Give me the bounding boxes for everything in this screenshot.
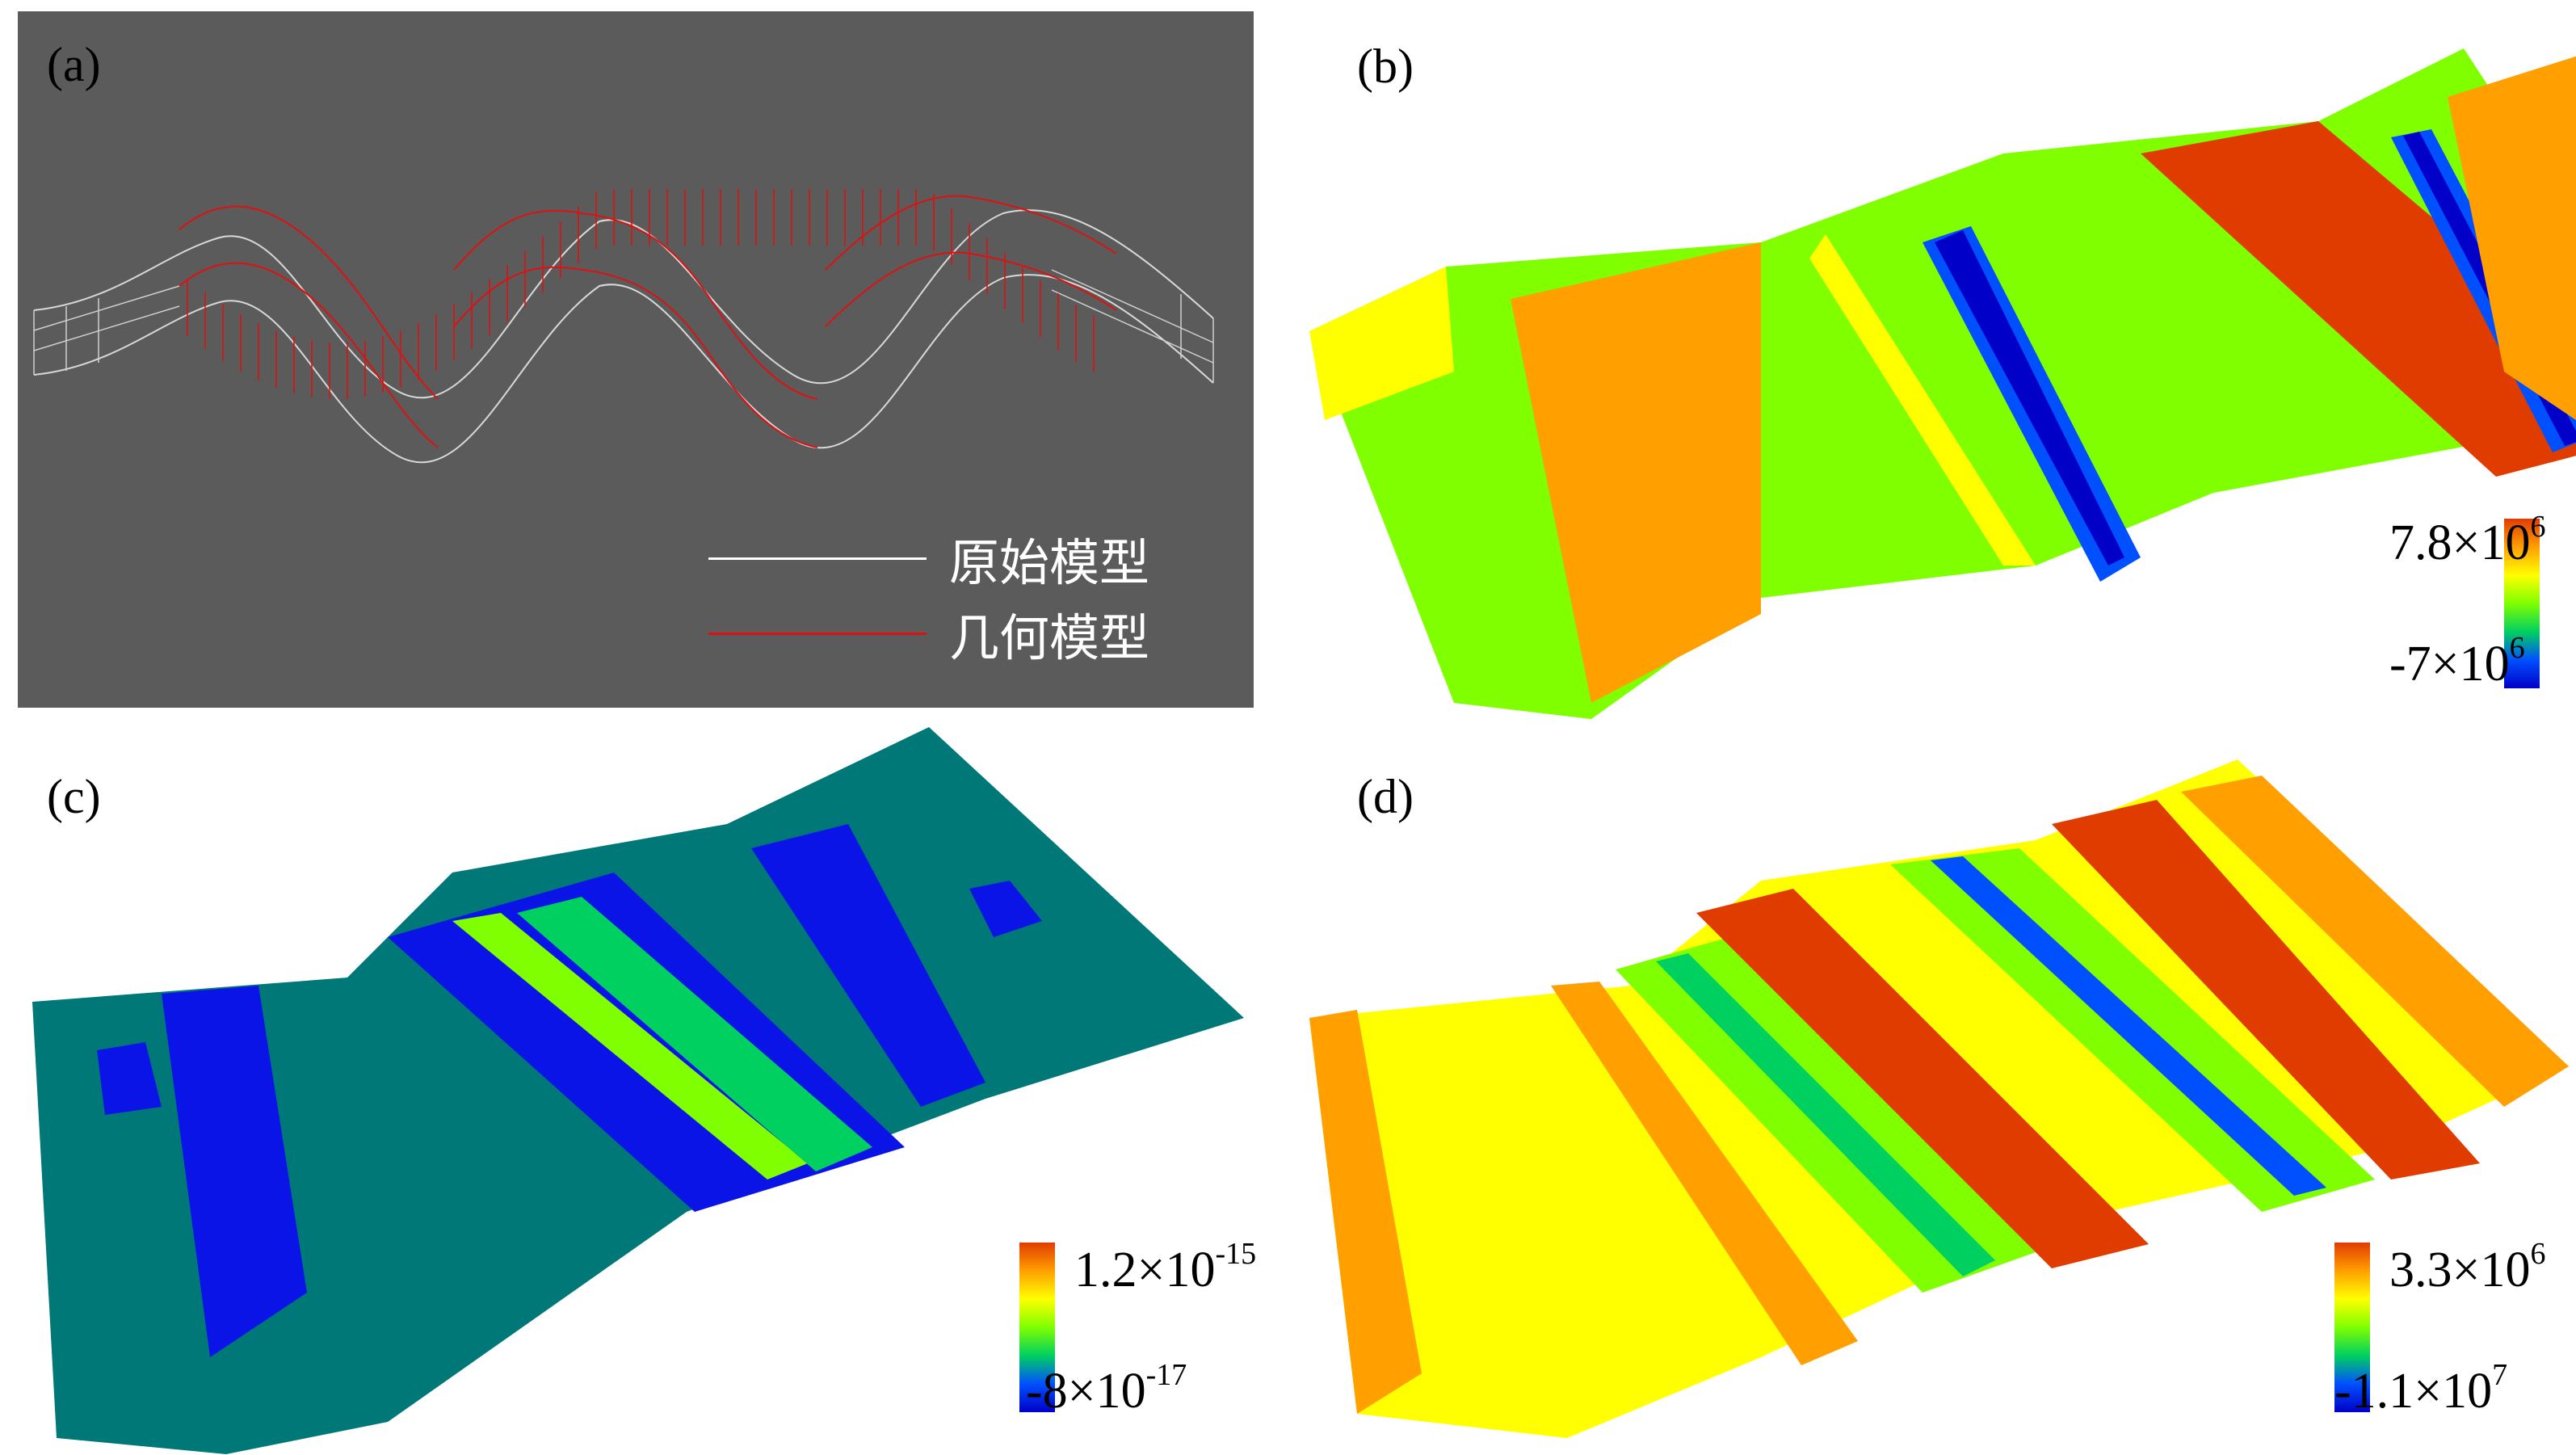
- legend-white-line: [708, 557, 927, 560]
- panel-a-wireframe: (a) 原始模型 几何模型: [18, 11, 1254, 708]
- contour-map-b: [1309, 48, 2576, 719]
- panel-d-contour: (d): [1309, 727, 2576, 1455]
- colorbar-d-max-value: 3.3×10: [2389, 1243, 2531, 1297]
- colorbar-d-min: -1.1×107: [2334, 1357, 2507, 1420]
- colorbar-b: [2504, 519, 2540, 688]
- colorbar-b-max: 7.8×106: [2389, 509, 2545, 572]
- legend-geometric-label: 几何模型: [949, 608, 1150, 667]
- colorbar-c-min: -8×10-17: [1026, 1357, 1187, 1420]
- colorbar-c-min-value: -8×10: [1026, 1364, 1146, 1419]
- legend-red-line: [708, 632, 927, 635]
- contour-map-c: [32, 727, 1244, 1454]
- colorbar-c-max-value: 1.2×10: [1074, 1243, 1216, 1297]
- colorbar-d-max: 3.3×106: [2389, 1236, 2545, 1299]
- colorbar-c-min-exp: -17: [1145, 1358, 1187, 1392]
- panel-b-label: (b): [1357, 40, 1414, 93]
- colorbar-c-max-exp: -15: [1215, 1237, 1257, 1271]
- panel-a-label: (a): [47, 38, 101, 91]
- colorbar-b-min-value: -7×10: [2389, 637, 2510, 692]
- legend-geometric-model: 几何模型: [708, 597, 1149, 670]
- colorbar-d: [2334, 1243, 2370, 1412]
- legend-original-label: 原始模型: [949, 533, 1150, 592]
- colorbar-c: [1019, 1243, 1055, 1412]
- colorbar-b-min-exp: 6: [2509, 631, 2525, 665]
- legend-original-model: 原始模型: [708, 522, 1149, 595]
- panel-b-contour: (b): [1309, 0, 2576, 727]
- colorbar-d-min-value: -1.1×10: [2334, 1364, 2493, 1419]
- colorbar-d-min-exp: 7: [2492, 1358, 2508, 1392]
- panel-c-label: (c): [47, 770, 101, 823]
- panel-c-contour: (c): [0, 727, 1288, 1455]
- colorbar-b-min: -7×106: [2389, 630, 2525, 693]
- colorbar-d-max-exp: 6: [2530, 1237, 2546, 1271]
- colorbar-b-max-exp: 6: [2530, 510, 2546, 544]
- contour-map-d: [1309, 759, 2569, 1438]
- wireframe-model: [33, 189, 1214, 464]
- colorbar-b-max-value: 7.8×10: [2389, 515, 2531, 570]
- colorbar-c-max: 1.2×10-15: [1074, 1236, 1256, 1299]
- panel-d-label: (d): [1357, 770, 1414, 823]
